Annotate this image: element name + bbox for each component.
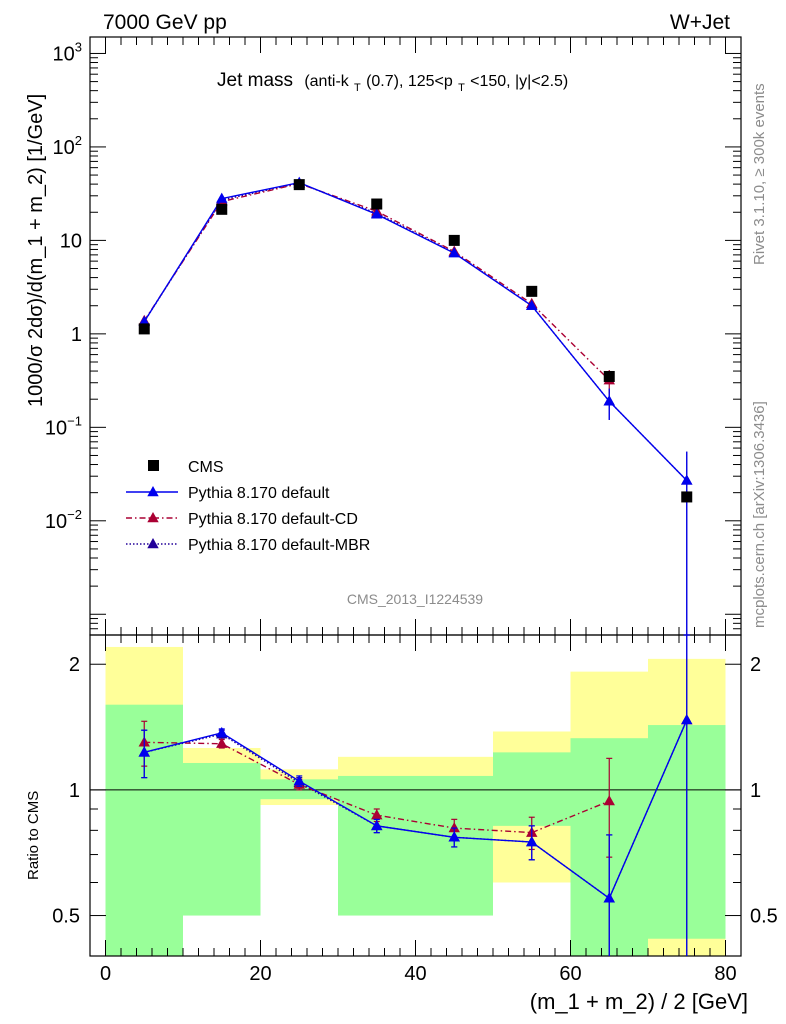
- x-tick-label: 60: [559, 963, 581, 985]
- legend: CMS Pythia 8.170 default Pythia 8.170 defa…: [126, 459, 370, 554]
- ratio-panel-series: [138, 634, 693, 956]
- series-point: [216, 192, 228, 203]
- legend-marker-cms: [148, 460, 159, 471]
- cms-data-point: [293, 179, 305, 191]
- x-tick-label: 80: [714, 963, 736, 985]
- ratio-axis-ticks: 2 2 1 1 0.5 0.5: [52, 654, 778, 927]
- series-point: [681, 474, 693, 485]
- main-y-tick-label: 103: [53, 39, 82, 65]
- legend-label: Pythia 8.170 default-MBR: [188, 537, 370, 554]
- main-y-tick-label-base: 10: [53, 43, 75, 65]
- ratio-y-tick-label: 0.5: [52, 906, 80, 928]
- process-label: W+Jet: [670, 11, 730, 34]
- plot-title-post: <150, |y|<2.5): [470, 73, 568, 90]
- ratio-series-point: [371, 819, 383, 831]
- main-y-tick-label-exp: −1: [67, 413, 82, 428]
- series-point: [448, 247, 460, 258]
- plot-title-mid: (0.7), 125<p: [366, 73, 453, 90]
- legend-marker: [147, 538, 159, 549]
- main-y-tick-label: 10−1: [45, 413, 82, 439]
- main-panel-series: [138, 176, 693, 635]
- energy-label: 7000 GeV pp: [103, 11, 227, 34]
- plot-title-pre: (anti-k: [304, 73, 349, 90]
- series-line: [143, 181, 688, 481]
- main-y-tick-label: 10: [60, 230, 82, 252]
- main-y-tick-label: 1: [71, 324, 82, 346]
- series-point: [371, 208, 383, 219]
- ratio-series-point: [216, 737, 228, 748]
- ratio-series-point: [681, 714, 693, 725]
- ratio-series-point: [603, 892, 615, 903]
- x-axis-label: (m_1 + m_2) / 2 [GeV]: [530, 989, 748, 1014]
- main-y-tick-label-exp: −2: [67, 507, 82, 522]
- series-line: [143, 182, 688, 481]
- ratio-y-tick-label-right: 0.5: [750, 906, 778, 928]
- series-point: [138, 315, 150, 326]
- ratio-series-point: [293, 775, 305, 786]
- ratio-y-tick-label: 1: [69, 780, 80, 802]
- ratio-uncertainty-bands: [105, 646, 726, 956]
- series-point: [526, 299, 538, 310]
- y-axis-label-ratio: Ratio to CMS: [25, 791, 42, 880]
- x-tick-label: 40: [404, 963, 426, 985]
- analysis-id: CMS_2013_I1224539: [347, 591, 483, 607]
- legend-label: Pythia 8.170 default: [188, 485, 330, 502]
- x-tick-label: 20: [249, 963, 271, 985]
- main-y-tick-label-base: 10: [53, 137, 75, 159]
- legend-marker: [147, 512, 159, 523]
- series-point: [603, 395, 615, 406]
- main-y-tick-label-base: 10: [45, 417, 67, 439]
- main-y-tick-label-base: 10: [45, 511, 67, 533]
- x-tick-label: 0: [100, 963, 111, 985]
- x-axis-ticks: 0 20 40 60 80: [100, 37, 737, 985]
- legend-marker: [147, 486, 159, 497]
- main-y-tick-label-exp: 2: [75, 133, 82, 148]
- ratio-series-point: [603, 795, 615, 806]
- plot-title-main: Jet mass: [217, 70, 293, 91]
- ratio-band-green: [183, 762, 261, 916]
- rivet-version-label: Rivet 3.1.10, ≥ 300k events: [751, 83, 768, 265]
- ratio-series-point: [138, 746, 150, 757]
- cms-data-point: [603, 370, 615, 382]
- mcplots-label: mcplots.cern.ch [arXiv:1306.3436]: [751, 401, 768, 628]
- ratio-band-green: [493, 752, 571, 826]
- cms-data-point: [526, 285, 538, 297]
- ratio-y-tick-label-right: 1: [750, 780, 761, 802]
- main-y-tick-label: 10−2: [45, 507, 82, 533]
- legend-label: Pythia 8.170 default-CD: [188, 511, 358, 528]
- cms-data-point: [216, 203, 228, 215]
- cms-data-point: [448, 234, 460, 246]
- y-axis-label-main: 1000/σ 2dσ)/d(m_1 + m_2) [1/GeV]: [25, 94, 47, 407]
- ratio-series-point: [371, 809, 383, 820]
- ratio-series-point: [448, 822, 460, 833]
- plot-title-sub2: T: [458, 82, 465, 94]
- main-y-tick-label: 102: [53, 133, 82, 159]
- main-y-tick-label-exp: 3: [75, 39, 82, 54]
- ratio-series-point: [526, 836, 538, 847]
- legend-label: CMS: [188, 459, 224, 476]
- ratio-series-point: [448, 831, 460, 842]
- ratio-series-point: [216, 726, 228, 738]
- cms-data-point: [681, 491, 693, 503]
- cms-data-point: [371, 198, 383, 210]
- plot-title-sub1: T: [354, 82, 361, 94]
- ratio-series-line: [144, 719, 688, 900]
- ratio-y-tick-label-right: 2: [750, 654, 761, 676]
- ratio-y-tick-label: 2: [69, 654, 80, 676]
- cms-data-point: [138, 323, 150, 335]
- plot-title: Jet mass (anti-k T (0.7), 125<p T <150, …: [217, 70, 568, 96]
- ratio-band-green: [338, 775, 416, 916]
